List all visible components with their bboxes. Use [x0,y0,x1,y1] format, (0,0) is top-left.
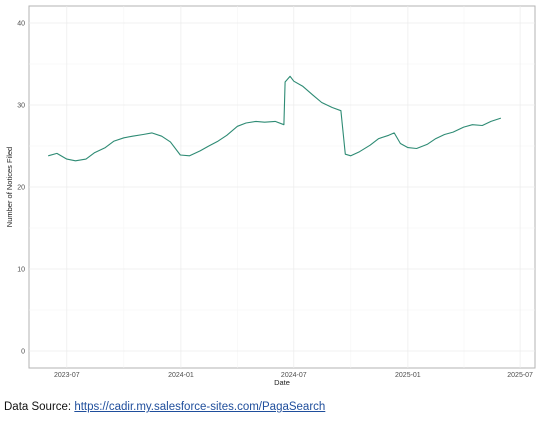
major-gridlines [29,6,535,368]
x-tick-label: 2025-01 [395,372,421,379]
y-tick-label: 40 [17,21,25,28]
y-axis: 0 10 20 30 40 [17,21,25,356]
y-tick-label: 0 [21,349,25,356]
y-tick-label: 30 [17,103,25,110]
x-axis: 2023-07 2024-01 2024-07 2025-01 2025-07 [54,372,533,379]
y-tick-label: 20 [17,185,25,192]
x-tick-label: 2025-07 [507,372,533,379]
chart-area: 0 10 20 30 40 2023-07 2024-01 2024-07 2025-01 20… [5,5,536,387]
data-source-link[interactable]: https://cadir.my.salesforce-sites.com/Pa… [74,401,326,413]
x-tick-label: 2023-07 [54,372,80,379]
data-source-label: Data Source: [4,401,72,413]
y-axis-title: Number of Notices Filed [5,147,14,227]
data-source-note: Data Source: https://cadir.my.salesforce… [4,401,325,413]
y-tick-label: 10 [17,267,25,274]
series-line [48,75,502,162]
x-tick-label: 2024-01 [168,372,194,379]
series-layer [48,75,502,162]
x-tick-label: 2024-07 [281,372,307,379]
x-axis-title: Date [274,378,290,387]
